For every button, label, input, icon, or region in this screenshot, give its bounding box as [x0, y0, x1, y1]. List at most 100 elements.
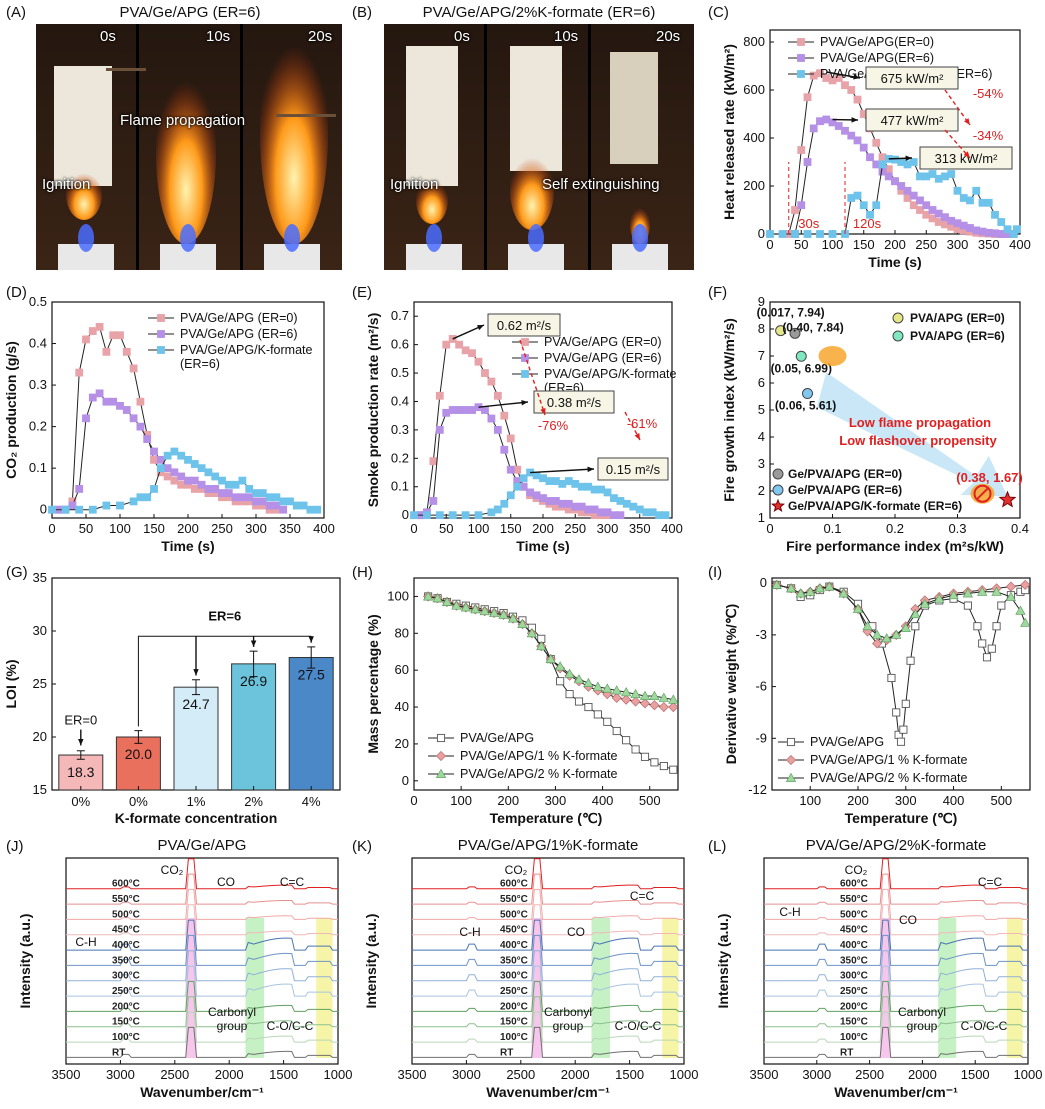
temperature-label: 200°C [840, 1001, 868, 1012]
data-point [631, 745, 640, 754]
data-point [177, 472, 186, 481]
data-point [824, 581, 835, 591]
chart-h: 0 100 200 300 400 500 0 20 40 60 80 100 Temperature … [365, 577, 679, 826]
plot-frame [763, 857, 1029, 1065]
x-tick-label: 150 [500, 521, 522, 536]
data-point [630, 688, 641, 699]
panel-label-g: (G) [6, 564, 28, 581]
data-point [489, 607, 500, 617]
legend-entry: PVA/APG (ER=6) [910, 329, 1005, 343]
y-axis-label: Intensity (a.u.) [17, 914, 33, 1009]
x-tick-label: 3500 [52, 1067, 81, 1082]
y-axis-label: Fire growth index (kW/m²/s) [721, 318, 737, 502]
data-point [493, 505, 502, 514]
point-label: (0.017, 7.94) [757, 306, 825, 320]
data-point [455, 340, 464, 349]
spectrum-line [66, 950, 338, 982]
data-point [834, 122, 843, 130]
y-tick-label: 400 [743, 130, 765, 145]
data-point [577, 502, 586, 511]
data-point [972, 186, 981, 195]
legend-entry: PVA/Ge/APG (ER=0) [180, 311, 298, 325]
data-point [649, 700, 660, 711]
panel-label-h: (H) [352, 564, 373, 581]
data-point [423, 591, 434, 601]
x-tick-label: 1500 [615, 1067, 644, 1082]
percent-label: -76% [538, 418, 569, 433]
data-point [211, 485, 220, 493]
x-tick-label: 200 [532, 521, 554, 536]
bar-value-label: 27.5 [298, 667, 325, 683]
data-point [536, 640, 547, 651]
panel-label-l: (L) [708, 838, 727, 855]
data-point [432, 593, 443, 603]
er-label: ER=6 [208, 608, 241, 623]
data-point [252, 497, 260, 506]
spectrum-line [764, 965, 1028, 997]
legend-entry: PVA/Ge/APG/2 % K-formate [810, 771, 968, 785]
annotation-arrow [944, 89, 971, 126]
data-point [461, 406, 470, 414]
chart-c: 0 50 100 150 200 250 300 350 400 0 200 400 600 800 Tim… [721, 29, 1031, 270]
data-point [991, 586, 1002, 596]
data-point [500, 411, 509, 420]
absorption-band [662, 918, 679, 1058]
photo-a-illustration [36, 24, 342, 270]
x-tick-label: 1500 [961, 1067, 990, 1082]
temperature-label: 500°C [112, 909, 140, 920]
data-point [177, 451, 186, 460]
data-point [853, 136, 862, 145]
data-point [795, 588, 806, 598]
x-tick-label: 400 [1009, 237, 1031, 252]
y-tick-label: 0 [402, 773, 409, 788]
y-tick-label: 800 [743, 34, 765, 49]
legend-entry: PVA/Ge/APG(ER=0) [820, 35, 934, 49]
data-point [122, 347, 131, 356]
data-point [803, 158, 812, 166]
y-axis-label: Heat released rate (kW/m²) [721, 44, 737, 220]
data-point [916, 196, 924, 205]
data-point [797, 201, 806, 210]
data-point [577, 482, 586, 491]
data-point [184, 476, 192, 485]
temperature-label: 100°C [840, 1032, 868, 1043]
data-point [474, 357, 483, 366]
annotation-value: 0.15 m²/s [606, 462, 661, 477]
spectrum-line [66, 1026, 338, 1058]
data-point [129, 364, 138, 373]
chart-title: PVA/Ge/APG/1%K-formate [458, 837, 639, 854]
bar [115, 736, 161, 791]
annotation-arrowhead [587, 466, 594, 473]
annotation-arrowhead [963, 151, 970, 158]
chart-e: 0 50 100 150 200 250 300 350 400 0 0.1 0.2 0.3 0.4 0.5… [365, 301, 683, 554]
data-point [649, 690, 660, 700]
data-point [639, 690, 651, 700]
data-point [218, 476, 226, 485]
temperature-label: 400°C [112, 940, 140, 951]
data-point [797, 146, 806, 154]
data-point [1003, 225, 1012, 234]
data-point [963, 601, 972, 610]
legend-entry: PVA/Ge/APG [810, 735, 884, 749]
data-point [204, 485, 213, 493]
x-tick-label: 400 [592, 793, 614, 808]
data-point [75, 485, 84, 493]
x-tick-label: 500 [990, 793, 1012, 808]
spectrum-line [66, 1011, 338, 1043]
data-point [442, 408, 451, 417]
data-point [887, 673, 896, 683]
spectrum-line [66, 980, 338, 1012]
data-point [565, 690, 574, 699]
data-point [245, 493, 254, 502]
legend-marker [772, 468, 784, 480]
photo-b-title: PVA/Ge/APG/2%K-formate (ER=6) [422, 4, 656, 21]
legend-entry: PVA/Ge/APG/2 % K-formate [460, 767, 618, 781]
data-point [190, 485, 199, 493]
y-tick-label: 0.2 [391, 450, 409, 465]
data-point [564, 668, 575, 678]
spectrum-line [66, 934, 338, 966]
data-point [866, 210, 874, 219]
data-point [797, 70, 805, 78]
data-point [170, 447, 179, 456]
spectrum-line [412, 904, 684, 936]
